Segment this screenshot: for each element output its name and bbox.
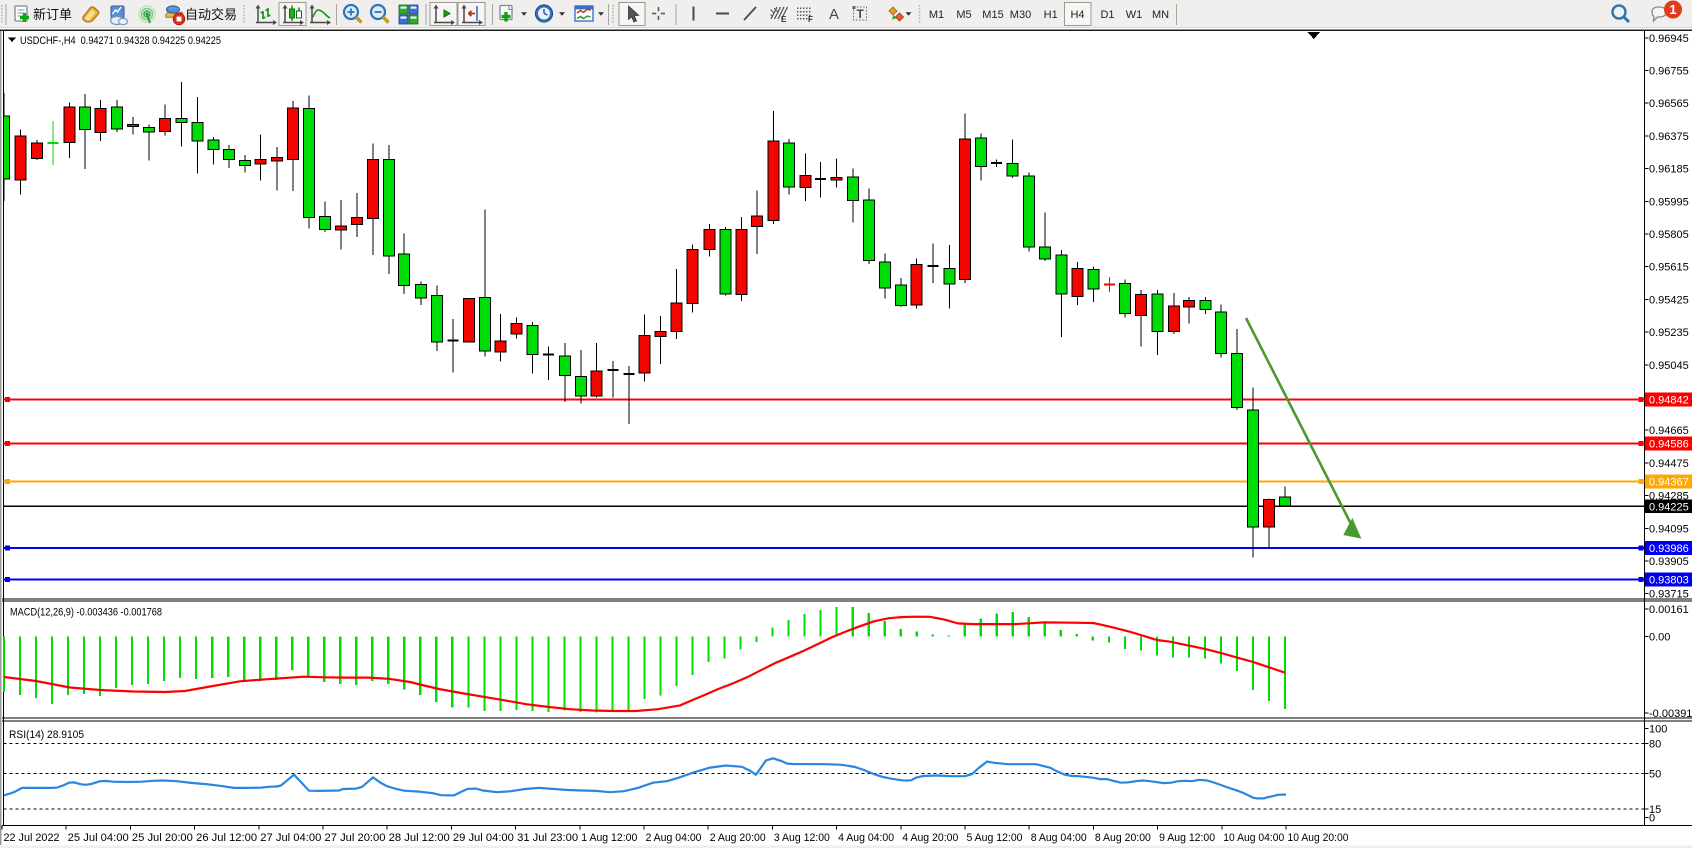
svg-text:E: E — [781, 15, 787, 24]
svg-text:25 Jul 20:00: 25 Jul 20:00 — [132, 832, 193, 844]
svg-text:22 Jul 2022: 22 Jul 2022 — [4, 832, 60, 844]
svg-text:0.96755: 0.96755 — [1649, 66, 1689, 78]
svg-text:0.94225: 0.94225 — [1649, 501, 1689, 513]
svg-text:H1: H1 — [1044, 9, 1058, 21]
svg-text:80: 80 — [1649, 739, 1661, 751]
svg-text:MACD(12,26,9) -0.003436 -0.001: MACD(12,26,9) -0.003436 -0.001768 — [10, 607, 162, 619]
svg-text:9 Aug 12:00: 9 Aug 12:00 — [1159, 832, 1215, 844]
svg-text:M30: M30 — [1010, 9, 1031, 21]
svg-text:M15: M15 — [982, 9, 1003, 21]
svg-text:D1: D1 — [1100, 9, 1114, 21]
svg-text:27 Jul 20:00: 27 Jul 20:00 — [325, 832, 386, 844]
svg-text:1 Aug 12:00: 1 Aug 12:00 — [581, 832, 637, 844]
svg-text:0.94367: 0.94367 — [1649, 477, 1689, 489]
svg-text:0.93715: 0.93715 — [1649, 589, 1689, 601]
svg-text:8 Aug 20:00: 8 Aug 20:00 — [1095, 832, 1151, 844]
svg-text:-0.00391: -0.00391 — [1649, 708, 1692, 720]
svg-text:0.96185: 0.96185 — [1649, 164, 1689, 176]
svg-text:MN: MN — [1152, 9, 1169, 21]
svg-text:100: 100 — [1649, 724, 1667, 736]
svg-text:0.93803: 0.93803 — [1649, 575, 1689, 587]
svg-text:M5: M5 — [956, 9, 971, 21]
svg-text:0.96565: 0.96565 — [1649, 98, 1689, 110]
svg-text:27 Jul 04:00: 27 Jul 04:00 — [260, 832, 321, 844]
svg-text:0.95995: 0.95995 — [1649, 196, 1689, 208]
svg-text:0.96375: 0.96375 — [1649, 131, 1689, 143]
svg-text:0.93986: 0.93986 — [1649, 543, 1689, 555]
svg-text:0: 0 — [1649, 813, 1655, 825]
svg-text:M1: M1 — [929, 9, 944, 21]
svg-text:0.94095: 0.94095 — [1649, 523, 1689, 535]
svg-text:0.93905: 0.93905 — [1649, 556, 1689, 568]
svg-text:50: 50 — [1649, 768, 1661, 780]
svg-text:5 Aug 12:00: 5 Aug 12:00 — [967, 832, 1023, 844]
svg-text:0.95615: 0.95615 — [1649, 262, 1689, 274]
svg-text:0.95425: 0.95425 — [1649, 294, 1689, 306]
svg-text:H4: H4 — [1070, 9, 1084, 21]
svg-text:0.94586: 0.94586 — [1649, 439, 1689, 451]
svg-text:8 Aug 04:00: 8 Aug 04:00 — [1031, 832, 1087, 844]
svg-text:3 Aug 12:00: 3 Aug 12:00 — [774, 832, 830, 844]
svg-text:29 Jul 04:00: 29 Jul 04:00 — [453, 832, 514, 844]
svg-text:4 Aug 04:00: 4 Aug 04:00 — [838, 832, 894, 844]
svg-text:0.96945: 0.96945 — [1649, 33, 1689, 45]
svg-text:28 Jul 12:00: 28 Jul 12:00 — [389, 832, 450, 844]
svg-text:A: A — [829, 6, 839, 23]
svg-text:26 Jul 12:00: 26 Jul 12:00 — [196, 832, 257, 844]
svg-text:T: T — [857, 7, 865, 21]
svg-text:RSI(14) 28.9105: RSI(14) 28.9105 — [9, 729, 84, 741]
svg-text:15: 15 — [1649, 804, 1661, 816]
svg-text:2 Aug 20:00: 2 Aug 20:00 — [710, 832, 766, 844]
svg-text:1: 1 — [1669, 2, 1676, 17]
svg-text:0.00161: 0.00161 — [1649, 604, 1689, 616]
svg-text:10 Aug 04:00: 10 Aug 04:00 — [1223, 832, 1284, 844]
svg-text:2 Aug 04:00: 2 Aug 04:00 — [646, 832, 702, 844]
svg-text:0.95045: 0.95045 — [1649, 360, 1689, 372]
svg-text:4 Aug 20:00: 4 Aug 20:00 — [902, 832, 958, 844]
svg-text:自动交易: 自动交易 — [185, 7, 237, 22]
svg-text:USDCHF-,H4 0.94271 0.94328 0.: USDCHF-,H4 0.94271 0.94328 0.94225 0.942… — [20, 35, 221, 47]
svg-text:新订单: 新订单 — [33, 7, 72, 22]
svg-text:0.94665: 0.94665 — [1649, 425, 1689, 437]
svg-text:10 Aug 20:00: 10 Aug 20:00 — [1288, 832, 1349, 844]
svg-text:0.94842: 0.94842 — [1649, 395, 1689, 407]
svg-text:F: F — [808, 15, 813, 24]
svg-text:0.00: 0.00 — [1649, 632, 1670, 644]
svg-text:0.95235: 0.95235 — [1649, 327, 1689, 339]
svg-text:W1: W1 — [1126, 9, 1143, 21]
svg-text:0.95805: 0.95805 — [1649, 229, 1689, 241]
svg-text:31 Jul 23:00: 31 Jul 23:00 — [517, 832, 578, 844]
svg-text:0.94475: 0.94475 — [1649, 458, 1689, 470]
svg-text:25 Jul 04:00: 25 Jul 04:00 — [68, 832, 129, 844]
